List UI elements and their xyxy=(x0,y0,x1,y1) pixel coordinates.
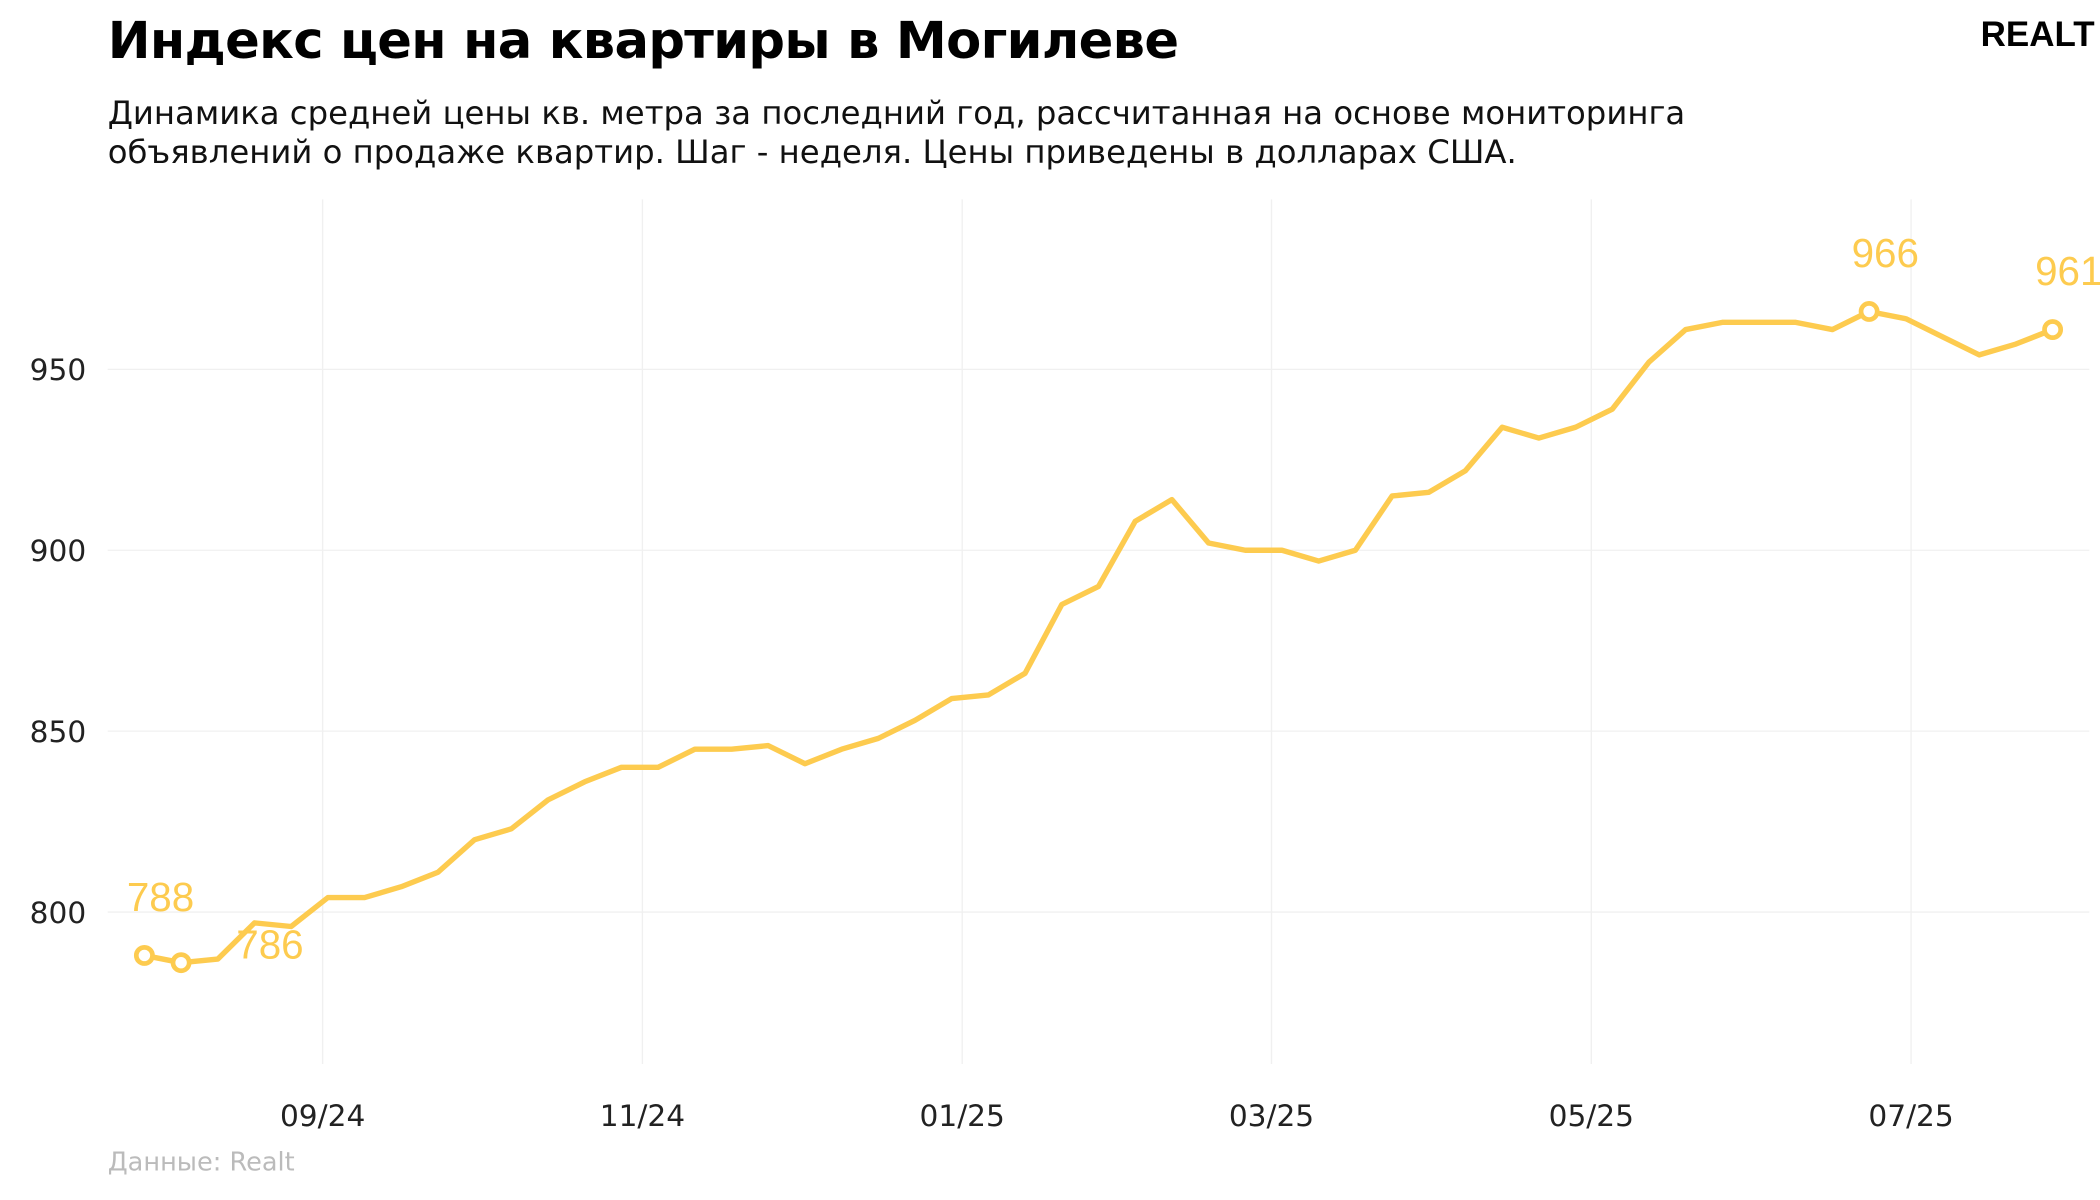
x-tick-label: 09/24 xyxy=(280,1099,365,1133)
price-line xyxy=(143,308,2054,966)
y-tick-label: 850 xyxy=(30,715,87,749)
highlight-marker xyxy=(133,945,155,966)
x-tick-label: 11/24 xyxy=(600,1099,685,1133)
x-tick-label: 01/25 xyxy=(920,1099,1005,1133)
source-note: Данные: Realt xyxy=(107,1147,295,1178)
highlight-marker xyxy=(2042,319,2064,341)
y-tick-label: 900 xyxy=(30,534,87,568)
realt-logo: REALT xyxy=(1980,13,2095,54)
annotation-label: 966 xyxy=(1852,230,1919,276)
chart-subtitle: Динамика средней цены кв. метра за после… xyxy=(107,94,1686,172)
annotation-label: 961 xyxy=(2035,248,2100,294)
y-tick-label: 950 xyxy=(30,353,87,387)
annotation-label: 786 xyxy=(236,922,303,968)
highlight-marker xyxy=(170,952,192,974)
x-tick-label: 07/25 xyxy=(1868,1099,1953,1133)
annotation-label: 788 xyxy=(127,874,194,920)
y-tick-label: 800 xyxy=(30,896,87,930)
chart-title: Индекс цен на квартиры в Могилеве xyxy=(107,10,1179,71)
x-tick-label: 05/25 xyxy=(1549,1099,1634,1133)
highlight-marker xyxy=(1858,301,1880,322)
x-tick-label: 03/25 xyxy=(1229,1099,1314,1133)
